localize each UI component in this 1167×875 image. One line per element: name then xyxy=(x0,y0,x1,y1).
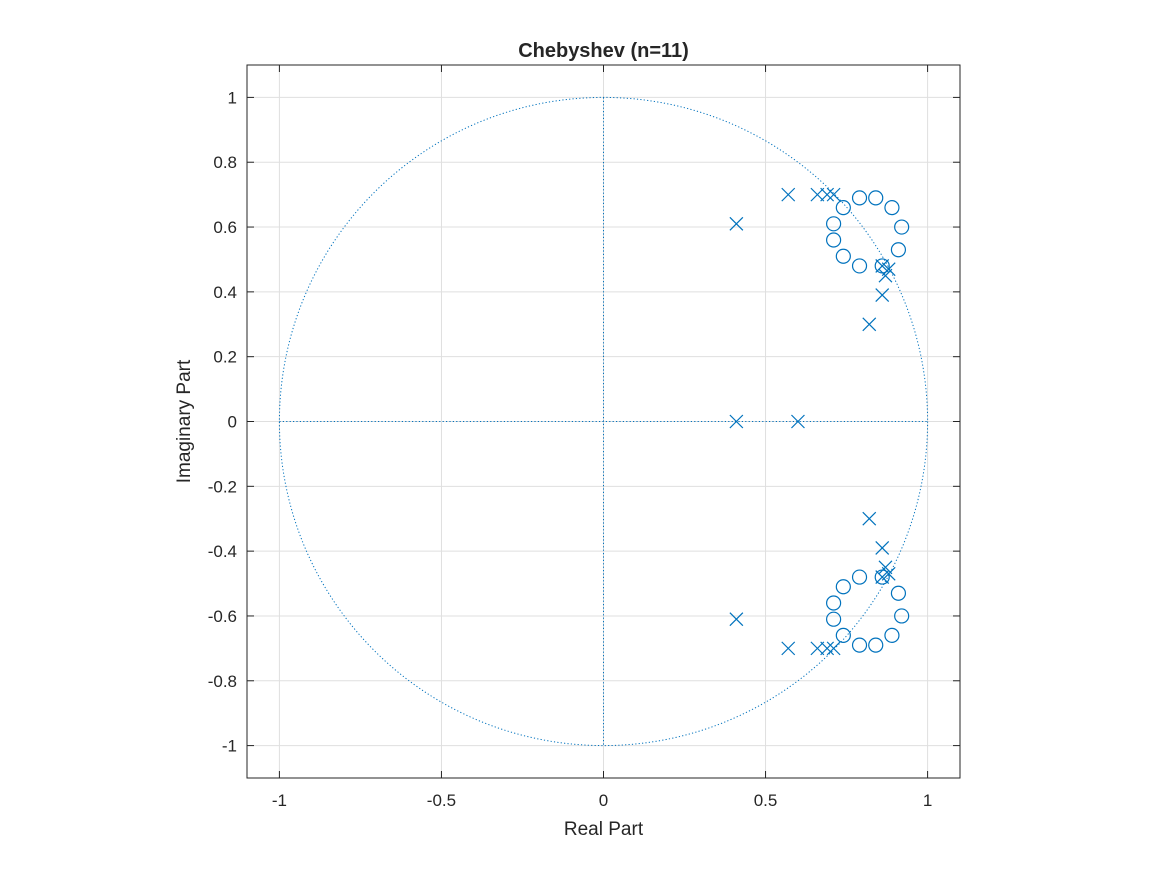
x-axis-label: Real Part xyxy=(564,819,644,840)
zero-marker xyxy=(826,611,842,627)
pole-marker-stroke xyxy=(810,641,825,656)
pole-marker-stroke xyxy=(820,187,835,202)
pole-marker xyxy=(781,187,796,202)
pole-marker xyxy=(810,187,825,202)
zero-marker xyxy=(835,579,851,595)
zero-marker xyxy=(835,627,851,644)
zero-marker xyxy=(826,595,842,611)
pole-marker xyxy=(820,641,835,656)
pole-marker xyxy=(881,566,896,581)
x-tick-label: 1 xyxy=(923,791,932,810)
zero-marker xyxy=(826,216,842,232)
zero-marker xyxy=(894,608,910,624)
pole-marker xyxy=(875,570,890,584)
y-tick-label: -0.8 xyxy=(208,672,237,691)
y-tick-label: 0 xyxy=(228,413,237,432)
zero-marker xyxy=(884,627,900,644)
pole-marker-stroke xyxy=(729,612,744,627)
zero-marker xyxy=(835,248,851,264)
y-tick-label: -0.2 xyxy=(208,477,237,496)
pole-marker-stroke xyxy=(791,414,805,429)
zero-marker xyxy=(894,219,910,235)
pole-marker-stroke xyxy=(881,566,896,581)
zero-marker xyxy=(851,258,868,274)
pole-marker xyxy=(729,612,744,627)
x-tick-labels: -1 -0.5 0 0.5 1 xyxy=(272,791,932,810)
data-markers xyxy=(729,187,910,656)
pole-marker xyxy=(878,268,893,283)
pole-marker-stroke xyxy=(875,259,890,273)
pole-marker-stroke xyxy=(875,540,890,555)
y-tick-label: 0.6 xyxy=(213,218,237,237)
zero-marker xyxy=(851,569,868,585)
y-tick-label: 0.8 xyxy=(213,153,237,172)
pole-marker-stroke xyxy=(878,560,893,575)
pole-marker-stroke xyxy=(820,641,835,656)
zero-marker xyxy=(884,200,900,216)
pole-marker xyxy=(862,511,877,526)
pole-marker xyxy=(820,187,835,202)
y-axis-label: Imaginary Part xyxy=(174,359,195,483)
x-tick-label: -0.5 xyxy=(427,791,456,810)
zero-marker xyxy=(826,232,842,248)
pole-marker xyxy=(810,641,825,656)
zero-marker xyxy=(868,637,884,653)
y-tick-label: 1 xyxy=(228,88,237,107)
pole-marker-stroke xyxy=(862,317,877,332)
pole-marker xyxy=(826,187,841,202)
y-tick-label: 0.4 xyxy=(213,283,237,302)
zero-marker xyxy=(890,242,907,258)
pole-marker xyxy=(729,414,744,429)
zero-marker xyxy=(851,637,868,653)
pole-marker-stroke xyxy=(881,262,896,277)
pole-marker xyxy=(878,560,893,575)
pole-marker-stroke xyxy=(781,187,796,202)
pole-marker xyxy=(826,641,841,656)
pole-marker xyxy=(875,288,890,303)
y-tick-label: 0.2 xyxy=(213,348,237,367)
y-tick-label: -0.4 xyxy=(208,542,237,561)
zero-marker xyxy=(851,190,868,206)
pole-marker-stroke xyxy=(826,187,841,202)
reference-lines xyxy=(278,96,929,747)
pole-marker xyxy=(862,317,877,332)
zero-marker xyxy=(835,200,851,216)
pole-marker-stroke xyxy=(781,641,796,656)
pole-marker xyxy=(729,216,744,231)
zero-marker xyxy=(890,585,907,601)
x-tick-label: 0 xyxy=(599,791,608,810)
zero-marker xyxy=(868,190,884,206)
pole-marker-stroke xyxy=(875,570,890,584)
pole-marker xyxy=(875,259,890,273)
pole-marker xyxy=(875,540,890,555)
x-tick-label: -1 xyxy=(272,791,287,810)
pole-marker-stroke xyxy=(878,268,893,283)
tick-marks xyxy=(247,65,960,778)
pole-marker xyxy=(881,262,896,277)
pole-marker xyxy=(781,641,796,656)
pole-marker-stroke xyxy=(875,288,890,303)
chart-title: Chebyshev (n=11) xyxy=(518,40,689,62)
pole-marker-stroke xyxy=(729,216,744,231)
pole-marker-stroke xyxy=(729,414,744,429)
pole-marker-stroke xyxy=(862,511,877,526)
pole-marker xyxy=(791,414,805,429)
y-tick-label: -1 xyxy=(222,737,237,756)
y-tick-label: -0.6 xyxy=(208,607,237,626)
y-tick-labels: 1 0.8 0.6 0.4 0.2 0 -0.2 -0.4 -0.6 -0.8 -1 xyxy=(208,88,237,755)
x-tick-label: 0.5 xyxy=(754,791,778,810)
pole-marker-stroke xyxy=(826,641,841,656)
pole-marker-stroke xyxy=(810,187,825,202)
